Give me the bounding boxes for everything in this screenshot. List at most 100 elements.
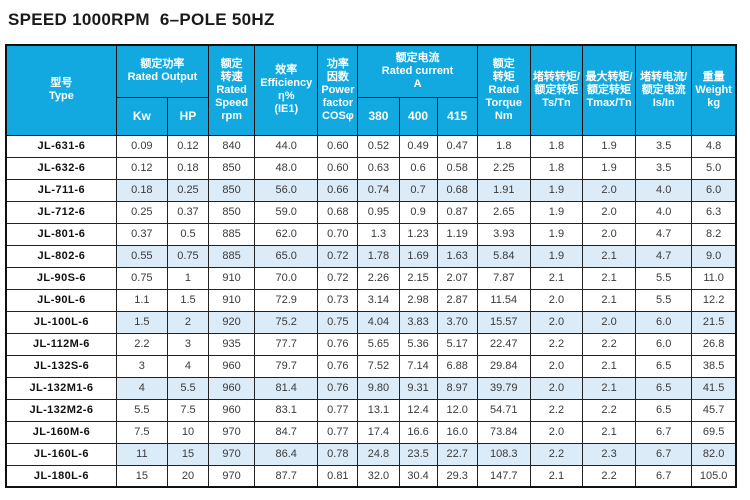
value-cell: 1.1 bbox=[115, 288, 168, 312]
value-cell: 3.5 bbox=[635, 134, 693, 158]
value-cell: 6.7 bbox=[635, 464, 693, 488]
value-cell: 1.8 bbox=[529, 134, 583, 158]
value-cell: 1.9 bbox=[581, 134, 637, 158]
table-body: JL-631-6 0.09 0.12 840 44.0 0.60 0.52 0.49 0.47 1… bbox=[5, 134, 737, 488]
value-cell: 86.4 bbox=[254, 442, 319, 466]
value-cell: 1.19 bbox=[436, 222, 478, 246]
col-header-is-in: 堵转电流/ 额定电流 Is/In bbox=[635, 44, 693, 136]
value-cell: 1.9 bbox=[529, 200, 583, 224]
value-cell: 2 bbox=[166, 310, 210, 334]
value-cell: 39.79 bbox=[476, 376, 531, 400]
value-cell: 6.0 bbox=[635, 310, 693, 334]
table-row: JL-180L-6 15 20 970 87.7 0.81 32.0 30.4 29.3 147.… bbox=[5, 464, 737, 488]
value-cell: 0.77 bbox=[317, 398, 359, 422]
value-cell: 840 bbox=[208, 134, 256, 158]
col-header-efficiency: 效率 Efficiency η% (IE1) bbox=[254, 44, 319, 136]
value-cell: 7.52 bbox=[357, 354, 400, 378]
value-cell: 0.73 bbox=[317, 288, 359, 312]
value-cell: 12.4 bbox=[398, 398, 438, 422]
value-cell: 3.83 bbox=[398, 310, 438, 334]
value-cell: 0.76 bbox=[317, 376, 359, 400]
value-cell: 7.5 bbox=[166, 398, 210, 422]
value-cell: 2.07 bbox=[436, 266, 478, 290]
value-cell: 0.37 bbox=[115, 222, 168, 246]
table-row: JL-132M2-6 5.5 7.5 960 83.1 0.77 13.1 12.4 12.0 5… bbox=[5, 398, 737, 422]
value-cell: 147.7 bbox=[476, 464, 531, 488]
value-cell: 1.91 bbox=[476, 178, 531, 202]
motor-spec-table: 型号 Type 额定功率 Rated Output 额定 转速 Rated Sp… bbox=[5, 44, 737, 488]
value-cell: 0.87 bbox=[436, 200, 478, 224]
table-row: JL-132S-6 3 4 960 79.7 0.76 7.52 7.14 6.88 29.84 2… bbox=[5, 354, 737, 378]
value-cell: 12.2 bbox=[691, 288, 737, 312]
table-row: JL-631-6 0.09 0.12 840 44.0 0.60 0.52 0.49 0.47 1… bbox=[5, 134, 737, 158]
value-cell: 26.8 bbox=[691, 332, 737, 356]
value-cell: 2.1 bbox=[581, 354, 637, 378]
value-cell: 29.3 bbox=[436, 464, 478, 488]
value-cell: 10 bbox=[166, 420, 210, 444]
value-cell: 70.0 bbox=[254, 266, 319, 290]
value-cell: 5.65 bbox=[357, 332, 400, 356]
value-cell: 6.0 bbox=[691, 178, 737, 202]
value-cell: 4 bbox=[166, 354, 210, 378]
table-row: JL-160M-6 7.5 10 970 84.7 0.77 17.4 16.6 16.0 73.… bbox=[5, 420, 737, 444]
value-cell: 56.0 bbox=[254, 178, 319, 202]
model-type-cell: JL-712-6 bbox=[5, 200, 117, 224]
value-cell: 920 bbox=[208, 310, 256, 334]
table-row: JL-712-6 0.25 0.37 850 59.0 0.68 0.95 0.9 0.87 2.… bbox=[5, 200, 737, 224]
value-cell: 970 bbox=[208, 420, 256, 444]
value-cell: 7.87 bbox=[476, 266, 531, 290]
value-cell: 1.63 bbox=[436, 244, 478, 268]
value-cell: 15 bbox=[166, 442, 210, 466]
table-row: JL-100L-6 1.5 2 920 75.2 0.75 4.04 3.83 3.70 15.5… bbox=[5, 310, 737, 334]
value-cell: 850 bbox=[208, 156, 256, 180]
model-type-cell: JL-90L-6 bbox=[5, 288, 117, 312]
value-cell: 2.0 bbox=[581, 222, 637, 246]
value-cell: 16.6 bbox=[398, 420, 438, 444]
value-cell: 69.5 bbox=[691, 420, 737, 444]
value-cell: 4.8 bbox=[691, 134, 737, 158]
value-cell: 81.4 bbox=[254, 376, 319, 400]
value-cell: 960 bbox=[208, 354, 256, 378]
value-cell: 5.5 bbox=[635, 266, 693, 290]
value-cell: 0.72 bbox=[317, 244, 359, 268]
col-header-kw: Kw bbox=[115, 96, 168, 136]
value-cell: 22.47 bbox=[476, 332, 531, 356]
value-cell: 2.2 bbox=[581, 332, 637, 356]
value-cell: 2.1 bbox=[529, 464, 583, 488]
value-cell: 0.76 bbox=[317, 332, 359, 356]
value-cell: 62.0 bbox=[254, 222, 319, 246]
value-cell: 3 bbox=[166, 332, 210, 356]
value-cell: 2.1 bbox=[529, 266, 583, 290]
value-cell: 5.0 bbox=[691, 156, 737, 180]
col-header-tmax-tn: 最大转矩/ 额定转矩 Tmax/Tn bbox=[581, 44, 637, 136]
value-cell: 41.5 bbox=[691, 376, 737, 400]
table-row: JL-801-6 0.37 0.5 885 62.0 0.70 1.3 1.23 1.19 3.9… bbox=[5, 222, 737, 246]
value-cell: 87.7 bbox=[254, 464, 319, 488]
value-cell: 0.12 bbox=[115, 156, 168, 180]
table-row: JL-711-6 0.18 0.25 850 56.0 0.66 0.74 0.7 0.68 1.… bbox=[5, 178, 737, 202]
value-cell: 2.65 bbox=[476, 200, 531, 224]
value-cell: 75.2 bbox=[254, 310, 319, 334]
value-cell: 8.97 bbox=[436, 376, 478, 400]
value-cell: 0.52 bbox=[357, 134, 400, 158]
value-cell: 3.5 bbox=[635, 156, 693, 180]
value-cell: 54.71 bbox=[476, 398, 531, 422]
value-cell: 0.25 bbox=[166, 178, 210, 202]
value-cell: 4 bbox=[115, 376, 168, 400]
table-row: JL-160L-6 11 15 970 86.4 0.78 24.8 23.5 22.7 108.… bbox=[5, 442, 737, 466]
col-header-415v: 415 bbox=[436, 96, 478, 136]
value-cell: 6.88 bbox=[436, 354, 478, 378]
value-cell: 2.15 bbox=[398, 266, 438, 290]
col-header-rated-output: 额定功率 Rated Output bbox=[115, 44, 210, 98]
value-cell: 0.55 bbox=[115, 244, 168, 268]
value-cell: 0.58 bbox=[436, 156, 478, 180]
model-type-cell: JL-711-6 bbox=[5, 178, 117, 202]
value-cell: 2.2 bbox=[529, 398, 583, 422]
value-cell: 59.0 bbox=[254, 200, 319, 224]
value-cell: 4.04 bbox=[357, 310, 400, 334]
table-row: JL-132M1-6 4 5.5 960 81.4 0.76 9.80 9.31 8.97 39.… bbox=[5, 376, 737, 400]
value-cell: 2.0 bbox=[529, 420, 583, 444]
value-cell: 885 bbox=[208, 244, 256, 268]
value-cell: 0.6 bbox=[398, 156, 438, 180]
value-cell: 82.0 bbox=[691, 442, 737, 466]
